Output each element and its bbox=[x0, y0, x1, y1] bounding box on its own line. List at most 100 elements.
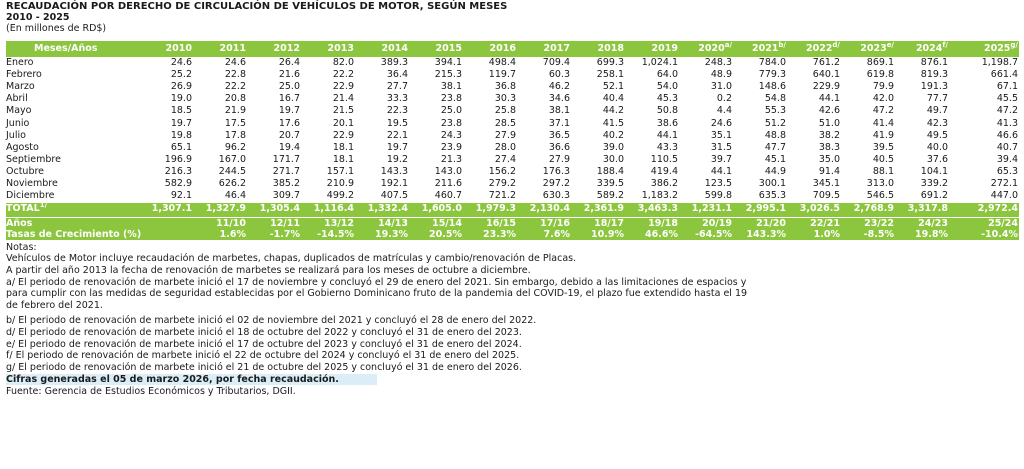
period-header: 18/17 bbox=[594, 217, 624, 229]
source-note: Fuente: Gerencia de Estudios Económicos … bbox=[6, 385, 296, 397]
table-cell: 47.2 bbox=[872, 105, 894, 117]
table-cell: 26.9 bbox=[170, 81, 192, 93]
table-cell: 19.5 bbox=[386, 117, 408, 129]
table-cell: 60.3 bbox=[548, 69, 570, 81]
table-cell: 41.3 bbox=[996, 117, 1018, 129]
table-cell: 25.0 bbox=[278, 81, 300, 93]
table-cell: 31.5 bbox=[710, 141, 732, 153]
table-cell: 447.0 bbox=[990, 190, 1018, 202]
table-cell: 38.3 bbox=[818, 141, 840, 153]
table-cell: 460.7 bbox=[434, 190, 462, 202]
table-cell: 17.6 bbox=[278, 117, 300, 129]
table-cell: 40.5 bbox=[872, 153, 894, 165]
total-label: TOTAL1/ bbox=[6, 200, 48, 214]
rate-cell: 19.8% bbox=[915, 228, 948, 240]
total-cell: 3,463.3 bbox=[637, 202, 678, 214]
table-cell: 143.0 bbox=[434, 165, 462, 177]
month-label: Octubre bbox=[6, 165, 45, 177]
table-cell: 35.0 bbox=[818, 153, 840, 165]
rate-cell: 143.3% bbox=[746, 228, 786, 240]
table-cell: 22.2 bbox=[224, 81, 246, 93]
table-cell: 46.2 bbox=[548, 81, 570, 93]
table-cell: 44.1 bbox=[710, 165, 732, 177]
table-cell: 44.9 bbox=[764, 165, 786, 177]
year-header: 2014 bbox=[381, 43, 408, 54]
table-cell: 50.8 bbox=[656, 105, 678, 117]
total-cell: 2,995.1 bbox=[745, 202, 786, 214]
table-cell: 104.1 bbox=[920, 165, 948, 177]
table-cell: 39.5 bbox=[872, 141, 894, 153]
table-cell: 21.5 bbox=[332, 105, 354, 117]
growth-header-row: Años 11/10 12/11 13/12 14/13 15/14 16/15 17/16 1… bbox=[6, 217, 1019, 229]
table-cell: 589.2 bbox=[596, 190, 624, 202]
year-header: 2012 bbox=[273, 43, 300, 54]
table-cell: 39.7 bbox=[710, 153, 732, 165]
table-cell: 635.3 bbox=[758, 190, 786, 202]
note-line: Vehículos de Motor incluye recaudación d… bbox=[6, 253, 577, 265]
years-range: 2010 - 2025 bbox=[6, 12, 70, 23]
table-cell: 19.7 bbox=[170, 117, 192, 129]
table-cell: 64.0 bbox=[656, 69, 678, 81]
table-cell: 709.4 bbox=[542, 57, 570, 68]
table-cell: 26.4 bbox=[278, 57, 300, 68]
table-cell: 244.5 bbox=[218, 165, 246, 177]
table-cell: 626.2 bbox=[218, 178, 246, 189]
table-cell: 20.1 bbox=[332, 117, 354, 129]
table-cell: 300.1 bbox=[758, 178, 786, 189]
table-cell: 709.5 bbox=[812, 190, 840, 202]
rate-cell: -14.5% bbox=[317, 228, 354, 240]
rate-label: Tasas de Crecimiento (%) bbox=[6, 228, 142, 240]
table-row: Diciembre 92.1 46.4 309.7 499.2 407.5 460.7 721… bbox=[6, 190, 1019, 201]
table-cell: 47.2 bbox=[996, 105, 1018, 117]
table-cell: 171.7 bbox=[272, 153, 300, 165]
table-cell: 23.9 bbox=[440, 141, 462, 153]
table-cell: 339.2 bbox=[920, 178, 948, 189]
table-cell: 640.1 bbox=[812, 69, 840, 81]
table-cell: 279.2 bbox=[488, 178, 516, 189]
period-header: 20/19 bbox=[702, 217, 732, 229]
table-cell: 92.1 bbox=[170, 190, 192, 202]
period-header: 11/10 bbox=[216, 217, 246, 229]
period-header: 24/23 bbox=[918, 217, 948, 229]
period-header: 15/14 bbox=[432, 217, 462, 229]
total-cell: 1,605.0 bbox=[421, 202, 462, 214]
table-cell: 27.4 bbox=[494, 153, 516, 165]
table-cell: 869.1 bbox=[866, 57, 894, 68]
table-cell: 25.8 bbox=[494, 105, 516, 117]
table-cell: 82.0 bbox=[332, 57, 354, 68]
table-cell: 22.8 bbox=[224, 69, 246, 81]
table-cell: 24.3 bbox=[440, 129, 462, 141]
table-cell: 20.7 bbox=[278, 129, 300, 141]
year-header: 2025g/ bbox=[983, 40, 1018, 54]
month-label: Abril bbox=[6, 93, 28, 105]
month-label: Agosto bbox=[6, 141, 39, 153]
table-cell: 19.0 bbox=[170, 93, 192, 105]
table-cell: 0.2 bbox=[716, 93, 732, 105]
table-cell: 36.6 bbox=[548, 141, 570, 153]
table-cell: 110.5 bbox=[650, 153, 678, 165]
table-cell: 36.5 bbox=[548, 129, 570, 141]
table-cell: 211.6 bbox=[434, 178, 462, 189]
table-cell: 188.4 bbox=[596, 165, 624, 177]
period-header: 14/13 bbox=[378, 217, 408, 229]
rate-cell: 7.6% bbox=[543, 228, 570, 240]
month-label: Julio bbox=[6, 129, 26, 141]
corner-label: Meses/Años bbox=[34, 43, 98, 54]
total-cell: 1,231.1 bbox=[691, 202, 732, 214]
table-cell: 18.1 bbox=[332, 153, 354, 165]
table-cell: 44.1 bbox=[818, 93, 840, 105]
table-cell: 38.6 bbox=[656, 117, 678, 129]
year-header: 2015 bbox=[435, 43, 462, 54]
table-cell: 41.4 bbox=[872, 117, 894, 129]
table-cell: 48.9 bbox=[710, 69, 732, 81]
table-cell: 22.2 bbox=[332, 69, 354, 81]
table-cell: 819.3 bbox=[920, 69, 948, 81]
table-cell: 36.4 bbox=[386, 69, 408, 81]
table-cell: 1,183.2 bbox=[641, 190, 678, 202]
table-cell: 4.4 bbox=[716, 105, 732, 117]
total-cell: 2,361.9 bbox=[583, 202, 624, 214]
month-label: Mayo bbox=[6, 105, 32, 117]
table-cell: 45.5 bbox=[996, 93, 1018, 105]
divider bbox=[6, 214, 1019, 217]
table-cell: 96.2 bbox=[224, 141, 246, 153]
